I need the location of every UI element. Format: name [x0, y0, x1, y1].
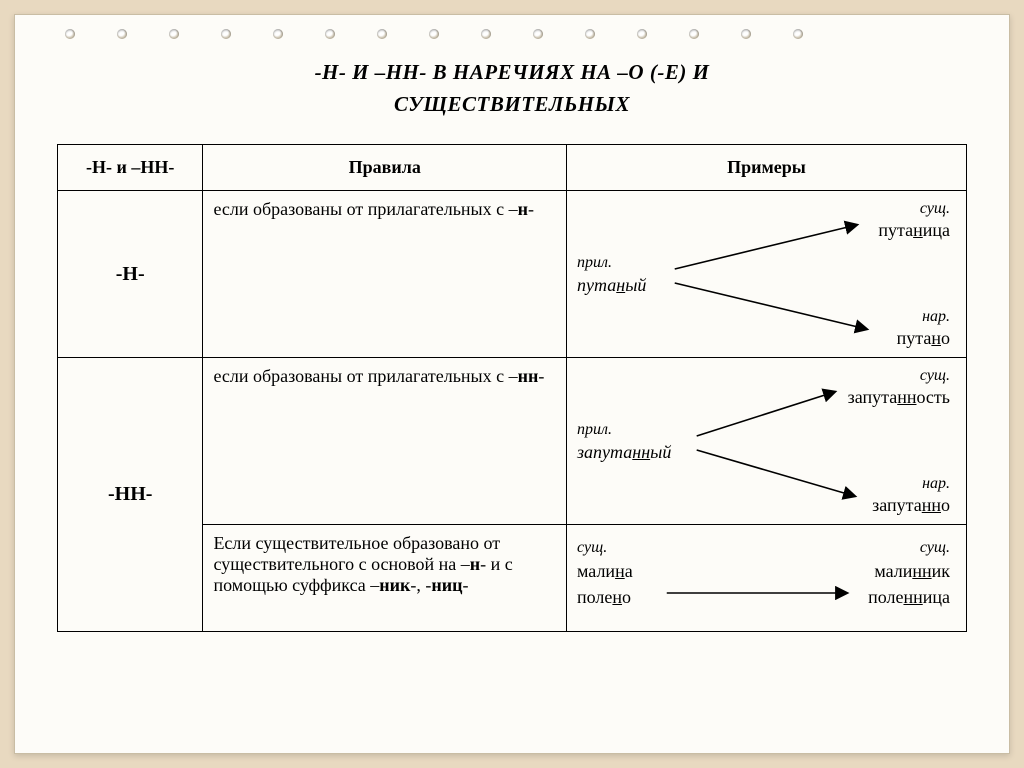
- header-col3: Примеры: [567, 145, 967, 191]
- row-n-rule: если образованы от прилагательных с –н-: [203, 191, 567, 358]
- example-bot-word: путано: [897, 327, 950, 350]
- spiral-binding: [65, 29, 967, 39]
- example-result-top: сущ. путаница: [878, 199, 950, 242]
- row-n-label: -Н-: [58, 191, 203, 358]
- table-row: -Н- если образованы от прилагательных с …: [58, 191, 967, 358]
- example-bot-word: запутанно: [872, 494, 950, 517]
- example-left-word-2: полено: [577, 585, 633, 610]
- example-top-word: запутанность: [848, 386, 950, 409]
- example-result-bottom: нар. путано: [897, 307, 950, 350]
- example-source: прил. путаный: [577, 253, 646, 297]
- example-source: прил. запутанный: [577, 420, 671, 464]
- header-col1: -Н- и –НН-: [58, 145, 203, 191]
- example-diagram: прил. путаный сущ. путаница нар. путано: [577, 199, 956, 349]
- paper-sheet: -Н- И –НН- В НАРЕЧИЯХ НА –О (-Е) И СУЩЕС…: [14, 14, 1010, 754]
- row-nn2-example: сущ. малина полено сущ. малинник поленни…: [567, 525, 967, 632]
- example-result-top: сущ. запутанность: [848, 366, 950, 409]
- example-left: сущ. малина полено: [577, 537, 633, 610]
- row-nn1-rule: если образованы от прилагательных с –нн-: [203, 358, 567, 525]
- header-col2: Правила: [203, 145, 567, 191]
- example-simple: сущ. малина полено сущ. малинник поленни…: [577, 533, 956, 623]
- row-nn2-rule: Если существительное образовано от сущес…: [203, 525, 567, 632]
- example-left-word-1: малина: [577, 559, 633, 584]
- example-diagram: прил. запутанный сущ. запутанность нар. …: [577, 366, 956, 516]
- title-line-1: -Н- И –НН- В НАРЕЧИЯХ НА –О (-Е) И: [315, 60, 710, 84]
- row-nn-label: -НН-: [58, 358, 203, 632]
- example-source-word: запутанный: [577, 441, 671, 464]
- example-top-word: путаница: [878, 219, 950, 242]
- table-row: -НН- если образованы от прилагательных с…: [58, 358, 967, 525]
- title-line-2: СУЩЕСТВИТЕЛЬНЫХ: [394, 92, 630, 116]
- example-result-bottom: нар. запутанно: [872, 474, 950, 517]
- row-n-example: прил. путаный сущ. путаница нар. путано: [567, 191, 967, 358]
- table-header-row: -Н- и –НН- Правила Примеры: [58, 145, 967, 191]
- example-right: сущ. малинник поленница: [868, 537, 950, 610]
- page-title: -Н- И –НН- В НАРЕЧИЯХ НА –О (-Е) И СУЩЕС…: [57, 57, 967, 120]
- rules-table: -Н- и –НН- Правила Примеры -Н- если обра…: [57, 144, 967, 632]
- example-right-word-2: поленница: [868, 585, 950, 610]
- row-nn1-example: прил. запутанный сущ. запутанность нар. …: [567, 358, 967, 525]
- photo-frame: -Н- И –НН- В НАРЕЧИЯХ НА –О (-Е) И СУЩЕС…: [0, 0, 1024, 768]
- example-source-word: путаный: [577, 274, 646, 297]
- example-right-word-1: малинник: [868, 559, 950, 584]
